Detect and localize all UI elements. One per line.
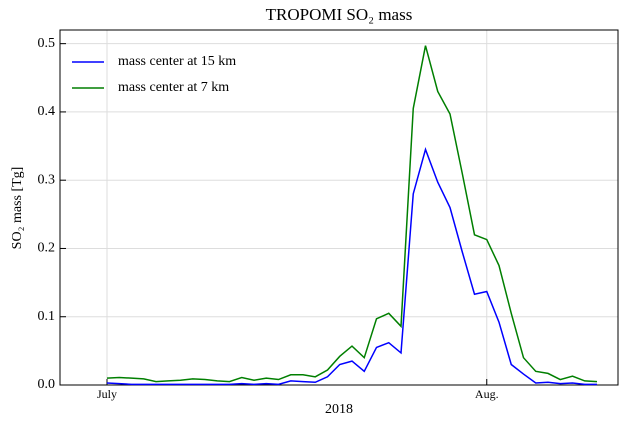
y-axis-label: SO₂ mass [Tg] — [10, 167, 25, 250]
line — [106, 147, 597, 386]
line — [106, 45, 598, 383]
y-tick-label: 0.4 — [38, 104, 56, 119]
y-tick-label: 0.3 — [38, 172, 56, 187]
x-axis-label: 2018 — [325, 402, 353, 417]
x-tick-label: July — [97, 387, 117, 401]
y-tick-label: 0.0 — [38, 377, 56, 392]
plot-frame — [59, 29, 619, 386]
y-tick-label: 0.5 — [38, 36, 56, 51]
x-tick-label: Aug. — [475, 387, 499, 401]
legend-label: mass center at 15 km — [118, 54, 236, 69]
y-tick-label: 0.1 — [38, 309, 56, 324]
chart-title: TROPOMI SO₂ mass — [266, 5, 413, 24]
y-tick-label: 0.2 — [38, 241, 56, 256]
legend-label: mass center at 7 km — [118, 80, 229, 95]
